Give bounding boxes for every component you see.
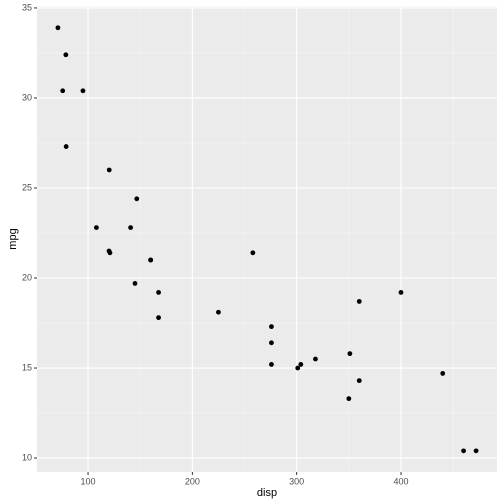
point [269,324,274,330]
y-tick-label: 25 [22,182,32,192]
point [132,281,138,286]
point [128,225,134,230]
point [298,362,304,367]
point [93,225,99,230]
point [60,88,66,94]
y-axis-title: mpg [7,228,19,249]
point [106,167,112,173]
point [269,340,274,346]
point [398,290,404,295]
x-tick-label: 400 [393,476,408,486]
x-tick-label: 200 [185,476,200,486]
y-tick-label: 30 [22,92,32,102]
point [313,356,318,362]
point [80,88,86,94]
y-tick-label: 10 [22,452,32,462]
point [148,257,154,263]
point [63,52,69,58]
x-tick-label: 100 [81,476,96,486]
point [250,250,256,256]
point [295,365,301,371]
point [461,448,466,454]
point [356,378,362,384]
point [63,144,69,149]
point [347,351,353,357]
point [346,396,352,402]
point [269,362,274,367]
x-tick-label: 300 [289,476,304,486]
point [156,315,161,321]
point [216,309,221,315]
point [107,250,113,256]
point [473,448,479,454]
y-tick-label: 15 [22,362,32,372]
panel [37,6,497,472]
point [134,196,140,202]
x-axis-title: disp [257,487,277,499]
point [156,290,161,295]
point [356,299,362,304]
point [55,25,61,31]
point [440,371,446,376]
y-tick-label: 35 [22,2,32,12]
y-tick-label: 20 [22,272,32,282]
